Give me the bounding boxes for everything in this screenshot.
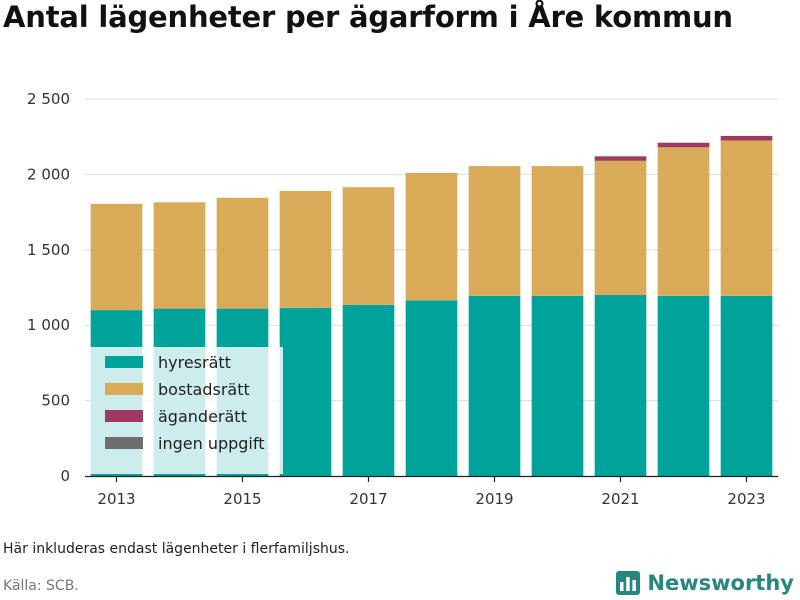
y-tick-label: 1 000 — [27, 316, 70, 334]
x-tick-label: 2021 — [601, 490, 639, 508]
bar-segment — [468, 295, 521, 476]
x-tick-label: 2013 — [97, 490, 135, 508]
x-tick-label: 2015 — [223, 490, 261, 508]
chart-title: Antal lägenheter per ägarform i Åre komm… — [3, 0, 733, 34]
legend-swatch — [105, 356, 143, 368]
y-tick-label: 0 — [60, 467, 70, 485]
bar-segment — [594, 160, 647, 296]
y-axis: 0 500 1 000 1 500 2 000 2 500 — [27, 90, 70, 485]
x-axis: 2013 2015 2017 2019 2021 2023 — [85, 475, 778, 508]
newsworthy-logo: Newsworthy — [616, 568, 794, 598]
bar-segment — [405, 300, 458, 476]
legend: hyresrätt bostadsrätt äganderätt ingen uppg… — [90, 347, 283, 474]
chart-note: Här inkluderas endast lägenheter i flerf… — [3, 541, 350, 557]
legend-label: ingen uppgift — [158, 434, 265, 453]
x-tick-label: 2019 — [475, 490, 513, 508]
bar-segment — [216, 197, 269, 309]
y-tick-label: 1 500 — [27, 241, 70, 259]
bar-segment — [657, 147, 710, 296]
source-text: Källa: SCB. — [3, 578, 79, 594]
legend-swatch — [105, 383, 143, 395]
x-tick-label: 2023 — [727, 490, 765, 508]
bar-segment — [279, 190, 332, 308]
bar-segment — [531, 295, 584, 476]
bar-segment — [720, 140, 773, 296]
bar-segment — [594, 156, 647, 161]
bar-segment — [720, 135, 773, 141]
legend-label: hyresrätt — [158, 353, 231, 372]
bar-segment — [657, 142, 710, 148]
bar-segment — [90, 203, 143, 311]
legend-swatch — [105, 437, 143, 449]
y-tick-label: 500 — [41, 392, 70, 410]
legend-swatch — [105, 410, 143, 422]
brand-name: Newsworthy — [647, 571, 794, 595]
bar-segment — [342, 304, 395, 476]
bar-segment — [657, 295, 710, 476]
bar-segment — [531, 166, 584, 296]
y-tick-label: 2 500 — [27, 90, 70, 108]
bar-segment — [720, 295, 773, 476]
x-tick-label: 2017 — [349, 490, 387, 508]
bar-segment — [468, 166, 521, 296]
legend-label: äganderätt — [158, 407, 247, 426]
legend-label: bostadsrätt — [158, 380, 250, 399]
bar-chart-logo-icon — [616, 571, 641, 595]
bar-segment — [342, 187, 395, 305]
bar-segment — [405, 172, 458, 301]
bar-segment — [594, 295, 647, 476]
y-tick-label: 2 000 — [27, 165, 70, 183]
bar-segment — [279, 307, 332, 476]
bar-segment — [153, 202, 206, 309]
